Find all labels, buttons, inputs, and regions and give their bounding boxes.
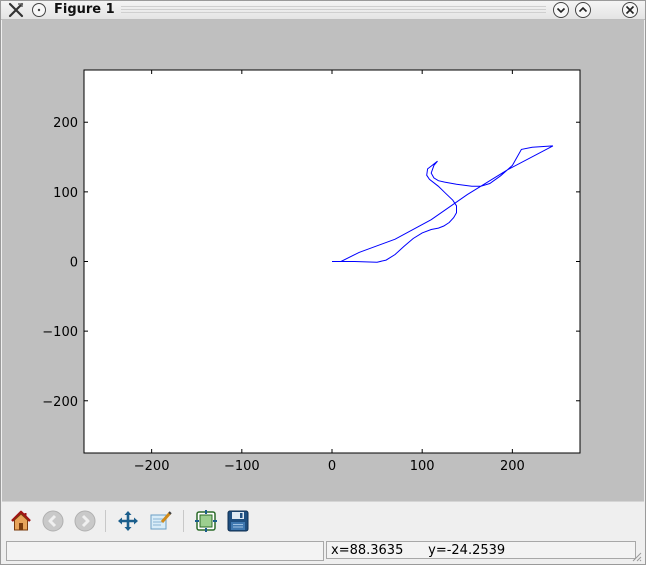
x-tick-label: −200 — [134, 459, 170, 474]
save-icon[interactable] — [226, 509, 250, 533]
navigation-toolbar — [2, 501, 644, 540]
app-tools-icon[interactable] — [8, 2, 24, 18]
plot-svg[interactable]: −200 −100 0 100 200 200 100 0 −100 −200 — [2, 20, 644, 501]
resize-grip-icon[interactable] — [630, 550, 642, 562]
title-bar[interactable]: Figure 1 — [1, 1, 645, 20]
axes-frame — [83, 69, 581, 454]
figure-canvas[interactable]: −200 −100 0 100 200 200 100 0 −100 −200 — [2, 20, 644, 501]
y-tick-label: 0 — [70, 256, 78, 271]
x-tick-label: 200 — [500, 459, 525, 474]
home-icon[interactable] — [9, 509, 33, 533]
x-tick-label: 0 — [328, 459, 336, 474]
y-tick-label: 100 — [53, 186, 78, 201]
minimize-icon[interactable] — [552, 1, 570, 19]
title-decoration — [121, 6, 546, 15]
configure-subplots-icon[interactable] — [194, 509, 218, 533]
x-tick-label: −100 — [224, 459, 260, 474]
y-tick-label: −200 — [42, 395, 78, 410]
sticky-icon[interactable] — [31, 2, 47, 18]
toolbar-separator — [105, 510, 106, 532]
pan-icon[interactable] — [116, 509, 140, 533]
cursor-coordinates: x=88.3635 y=-24.2539 — [326, 541, 636, 559]
y-tick-label: 200 — [53, 116, 78, 131]
maximize-icon[interactable] — [574, 1, 592, 19]
x-tick-label: 100 — [410, 459, 435, 474]
status-message — [6, 541, 324, 561]
forward-icon[interactable] — [73, 509, 97, 533]
y-tick-label: −100 — [42, 325, 78, 340]
close-icon[interactable] — [621, 1, 639, 19]
back-icon[interactable] — [41, 509, 65, 533]
toolbar-separator — [183, 510, 184, 532]
zoom-icon[interactable] — [149, 509, 173, 533]
series-line — [332, 145, 554, 263]
window-title: Figure 1 — [54, 2, 115, 17]
status-bar: x=88.3635 y=-24.2539 — [2, 539, 644, 564]
